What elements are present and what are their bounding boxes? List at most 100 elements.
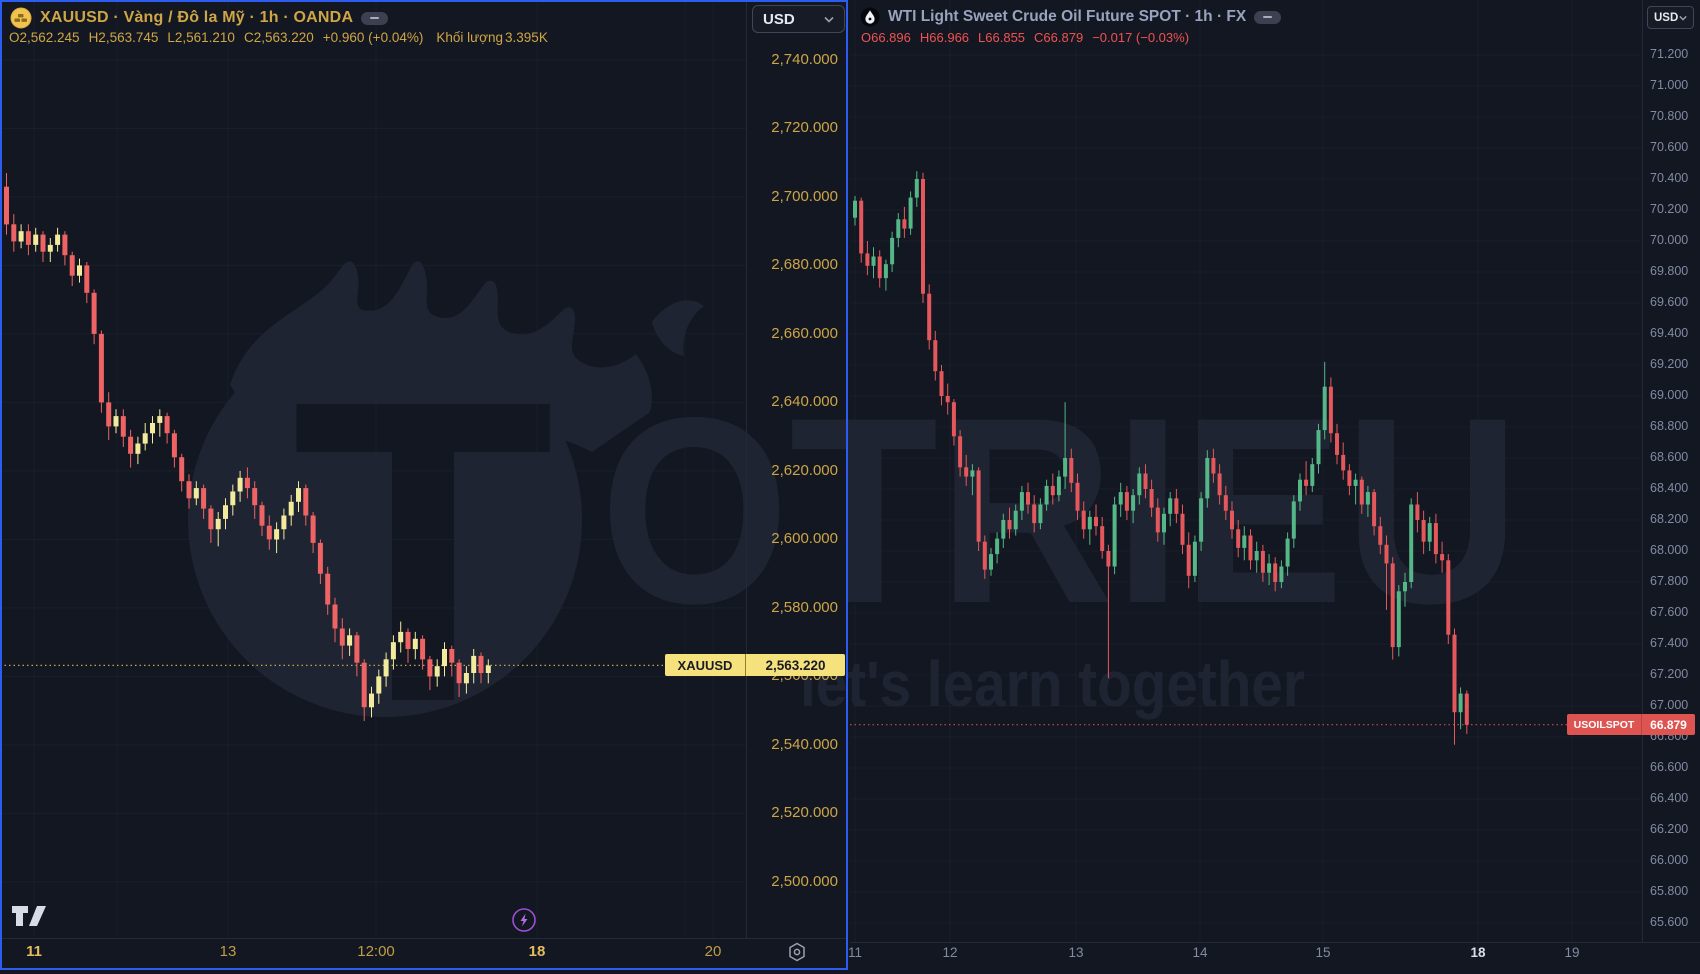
time-axis-label[interactable]: 12:00: [357, 943, 395, 960]
candle: [62, 231, 68, 266]
tradingview-logo[interactable]: [10, 902, 48, 930]
price-axis-label[interactable]: 71.200: [1650, 46, 1689, 61]
candle: [434, 659, 440, 687]
gear-icon[interactable]: [785, 940, 809, 964]
price-axis-label[interactable]: 68.600: [1650, 449, 1689, 464]
candle: [1168, 492, 1173, 527]
price-axis-label[interactable]: 65.800: [1650, 883, 1689, 898]
time-axis-label[interactable]: 18: [1470, 945, 1486, 960]
time-axis-label[interactable]: 15: [1315, 945, 1331, 960]
time-axis-label[interactable]: 14: [1192, 945, 1208, 960]
candle: [1279, 560, 1284, 589]
candle: [1452, 628, 1457, 745]
candle: [1223, 485, 1228, 520]
candle: [1205, 450, 1210, 508]
candle: [1316, 423, 1321, 474]
price-axis-label[interactable]: 70.000: [1650, 232, 1689, 247]
time-axis-label[interactable]: 20: [704, 943, 722, 960]
price-axis-label[interactable]: 2,700.000: [771, 187, 838, 205]
candle: [303, 484, 309, 526]
price-axis-label[interactable]: 2,620.000: [771, 461, 838, 479]
price-axis-label[interactable]: 69.000: [1650, 387, 1689, 402]
price-axis-label[interactable]: 68.200: [1650, 511, 1689, 526]
candle: [1322, 361, 1327, 440]
candle: [1242, 526, 1247, 561]
price-axis-label[interactable]: 2,680.000: [771, 256, 838, 274]
price-axis-label[interactable]: 70.200: [1650, 201, 1689, 216]
price-axis-label[interactable]: 67.000: [1650, 697, 1689, 712]
price-axis-label[interactable]: 2,600.000: [771, 530, 838, 548]
price-axis-label[interactable]: 66.200: [1650, 821, 1689, 836]
candle: [1403, 572, 1407, 607]
ohlc-value: C2,563.220: [243, 30, 314, 45]
price-axis-label[interactable]: 68.400: [1650, 480, 1689, 495]
price-axis-label[interactable]: 67.400: [1650, 635, 1689, 650]
price-axis-label[interactable]: 69.800: [1650, 263, 1689, 278]
price-axis-label[interactable]: 69.400: [1650, 325, 1689, 340]
time-axis-label[interactable]: 18: [528, 943, 546, 960]
candle: [274, 522, 280, 554]
left-currency-dropdown[interactable]: USD: [752, 5, 845, 33]
candle: [1069, 448, 1074, 493]
candle: [208, 505, 214, 543]
price-axis-label[interactable]: 70.800: [1650, 108, 1689, 123]
watermark-subtitle: let's learn together: [800, 648, 1305, 720]
price-axis-label[interactable]: 2,540.000: [771, 735, 838, 753]
candle: [98, 330, 104, 413]
candle: [908, 191, 913, 235]
candle: [186, 474, 192, 509]
time-axis-label[interactable]: 11: [847, 945, 863, 960]
candle: [485, 659, 491, 684]
ohlc-value: H66.966: [919, 30, 970, 45]
left-chart-title[interactable]: XAUUSD · Vàng / Đô la Mỹ · 1h · OANDA: [40, 9, 354, 26]
right-chart-title[interactable]: WTI Light Sweet Crude Oil Future SPOT · …: [888, 8, 1247, 25]
price-axis-label[interactable]: 67.200: [1650, 666, 1689, 681]
price-axis-label[interactable]: 69.600: [1650, 294, 1689, 309]
candle: [1007, 507, 1012, 539]
lightning-boost-icon[interactable]: [511, 907, 537, 933]
ohlc-value: H2,563.745: [88, 30, 159, 45]
candle: [1415, 492, 1420, 533]
price-axis-label[interactable]: 66.000: [1650, 852, 1689, 867]
price-axis-label[interactable]: 2,580.000: [771, 598, 838, 616]
candle: [259, 501, 265, 536]
candle: [1384, 535, 1389, 610]
price-axis-label[interactable]: 2,520.000: [771, 804, 838, 822]
candle: [1137, 467, 1142, 505]
price-axis-label[interactable]: 70.600: [1650, 139, 1689, 154]
left-chart-header: XAUUSD · Vàng / Đô la Mỹ · 1h · OANDA: [10, 7, 389, 29]
left-collapse-button[interactable]: [361, 11, 389, 25]
price-axis-label[interactable]: 69.200: [1650, 356, 1689, 371]
wti-chart-plot[interactable]: [850, 0, 1642, 942]
candle: [1001, 513, 1006, 548]
time-axis-label[interactable]: 11: [26, 943, 42, 960]
candle: [1112, 496, 1117, 575]
time-axis-label[interactable]: 13: [1068, 945, 1084, 960]
price-axis-label[interactable]: 2,740.000: [771, 50, 838, 68]
price-axis-label[interactable]: 68.800: [1650, 418, 1689, 433]
price-axis-label[interactable]: 67.800: [1650, 573, 1689, 588]
time-axis-label[interactable]: 19: [1564, 945, 1580, 960]
price-axis-label[interactable]: 70.400: [1650, 170, 1689, 185]
price-axis-label[interactable]: 68.000: [1650, 542, 1689, 557]
candle: [1341, 442, 1346, 480]
price-axis-label[interactable]: 2,720.000: [771, 119, 838, 137]
price-axis-label[interactable]: 2,660.000: [771, 324, 838, 342]
price-axis-label[interactable]: 66.600: [1650, 759, 1689, 774]
watermark-text: OTRIEU: [600, 363, 1520, 659]
price-axis-label[interactable]: 2,640.000: [771, 393, 838, 411]
price-axis-label[interactable]: 2,500.000: [771, 872, 838, 890]
xauusd-chart-plot[interactable]: [0, 0, 746, 938]
candle: [456, 659, 462, 697]
right-collapse-button[interactable]: [1254, 10, 1282, 24]
right-currency-dropdown[interactable]: USD: [1647, 6, 1694, 29]
candle: [1310, 458, 1315, 493]
price-axis-label[interactable]: 65.600: [1650, 914, 1689, 929]
price-axis-label[interactable]: 66.400: [1650, 790, 1689, 805]
candle: [179, 453, 185, 492]
candle: [1124, 485, 1129, 520]
time-axis-label[interactable]: 12: [942, 945, 958, 960]
time-axis-label[interactable]: 13: [219, 943, 237, 960]
price-axis-label[interactable]: 67.600: [1650, 604, 1689, 619]
price-axis-label[interactable]: 71.000: [1650, 77, 1689, 92]
